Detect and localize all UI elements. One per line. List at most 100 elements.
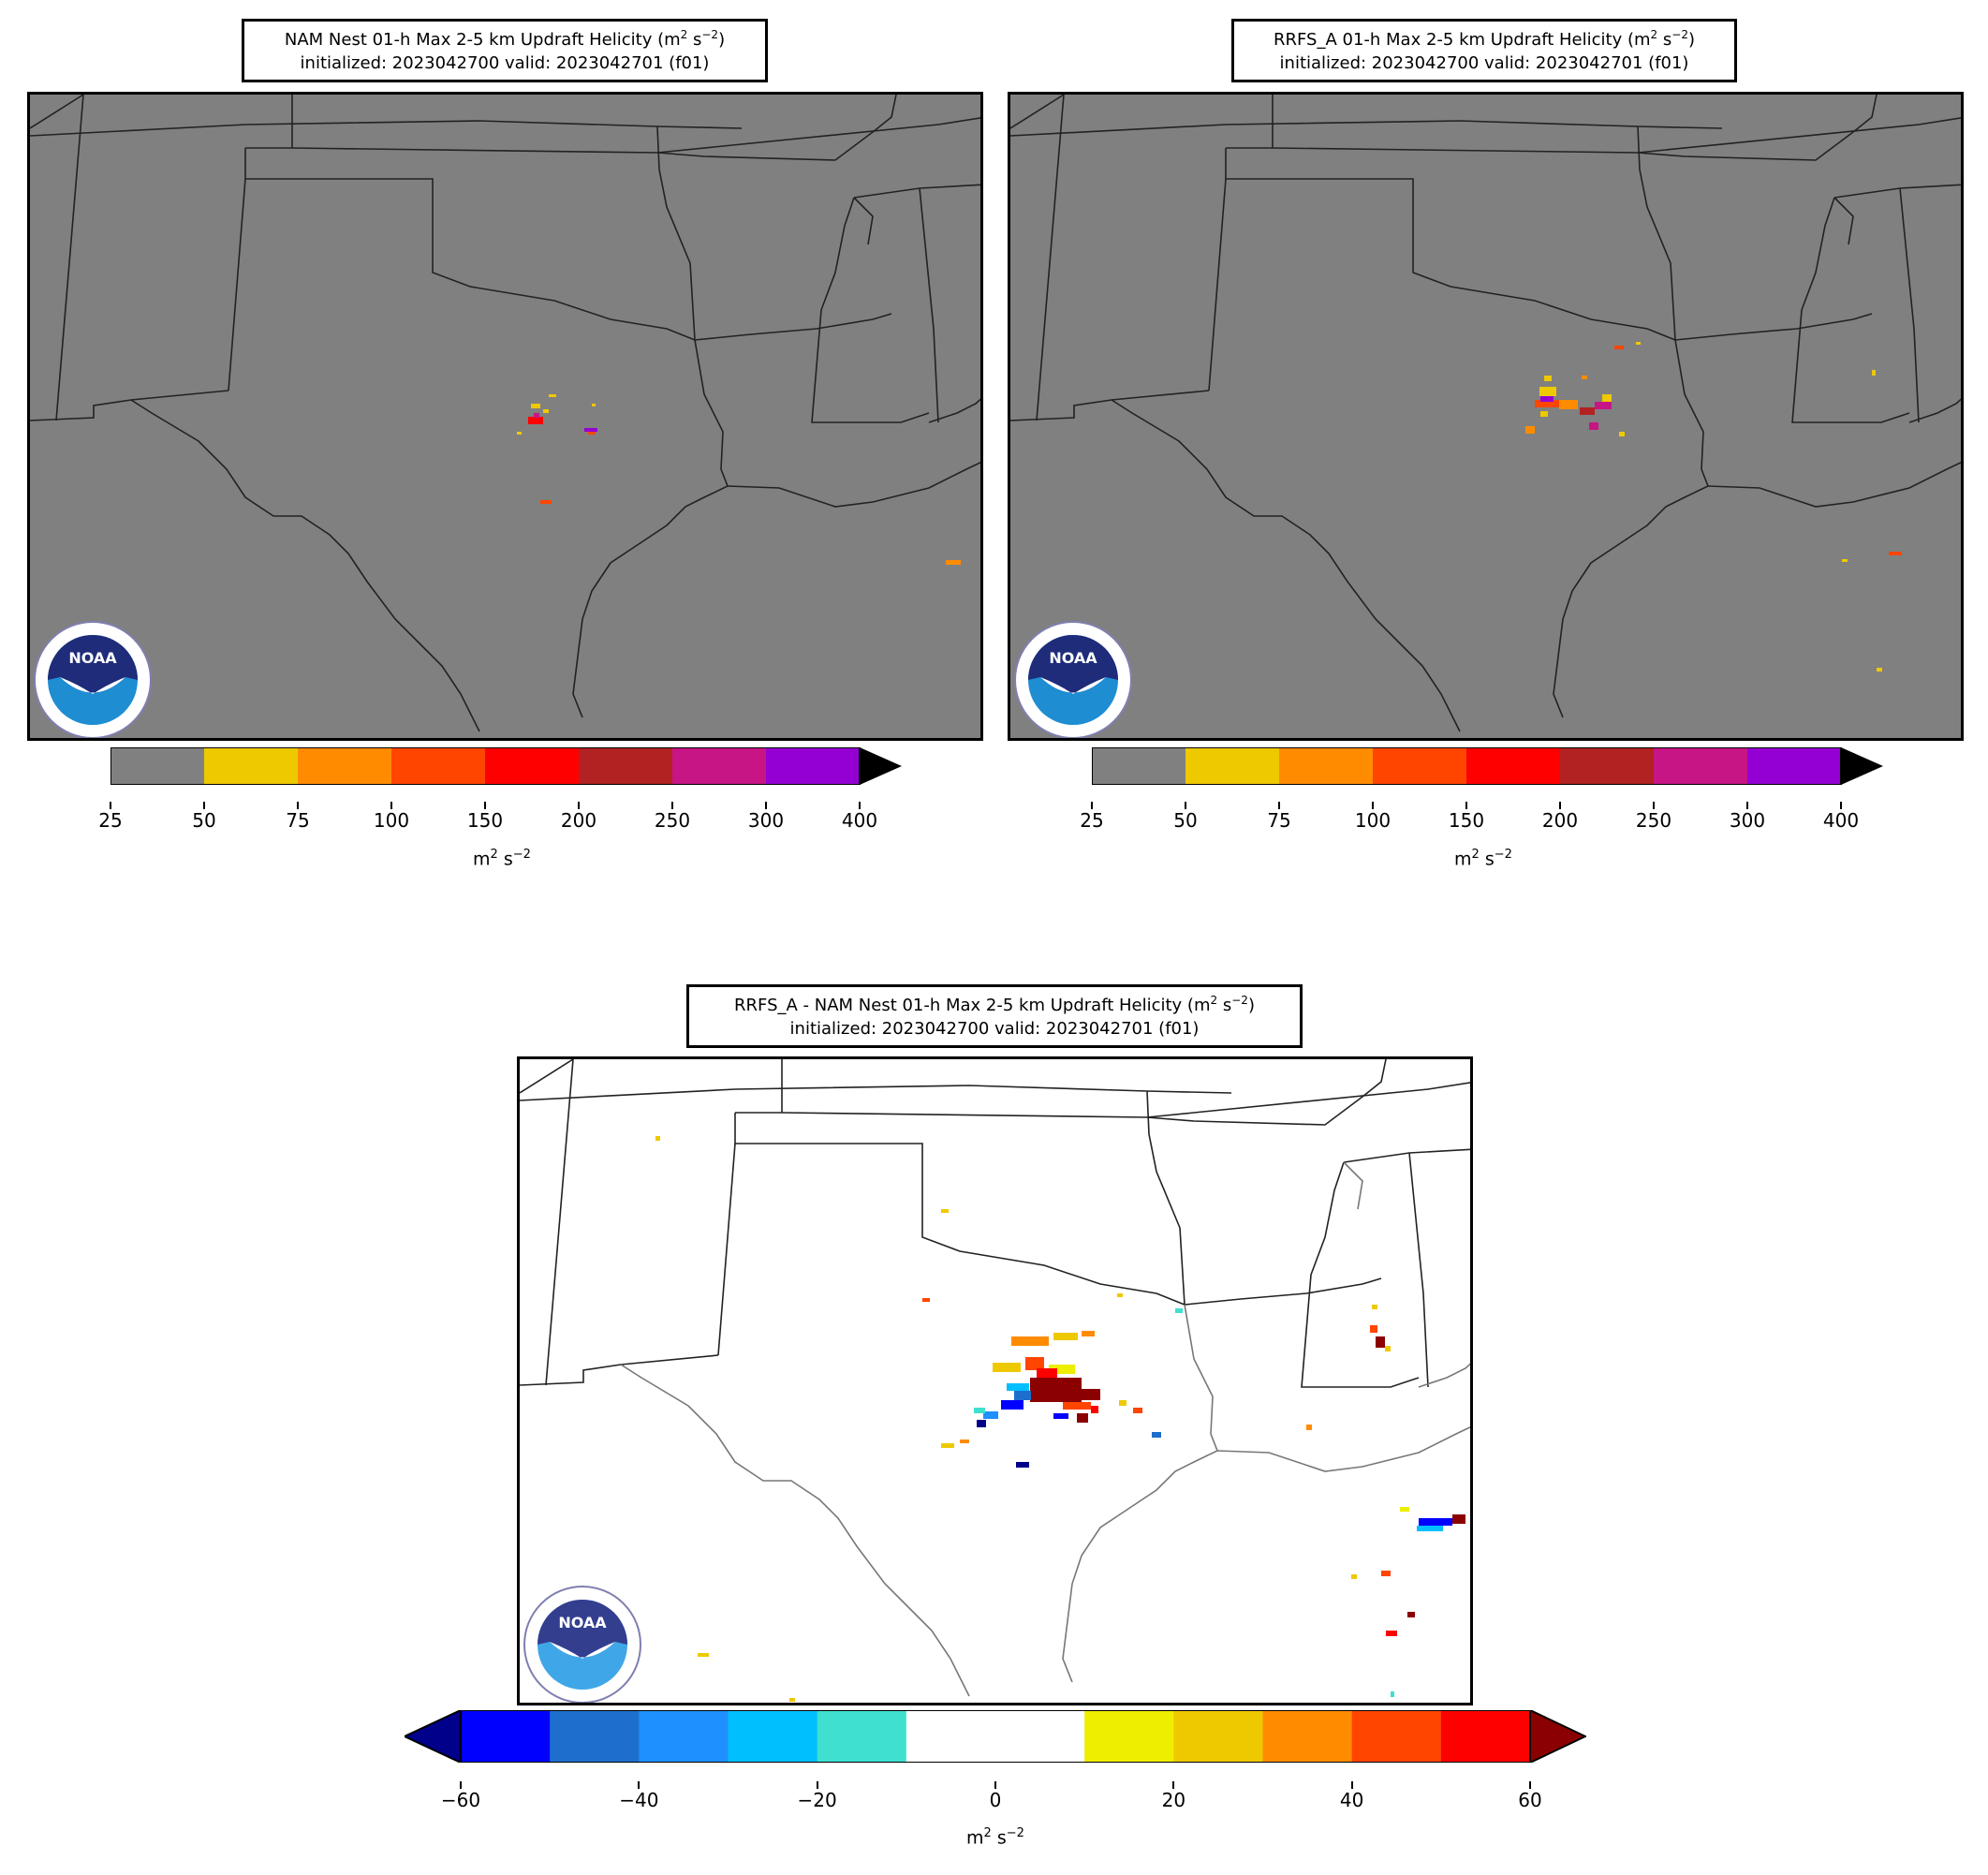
svg-text:NOAA: NOAA [558, 1614, 607, 1631]
diff-colorbar-tick-mark [1350, 1781, 1353, 1789]
diff-colorbar-unit: m2 s−2 [966, 1826, 1024, 1849]
nam-colorbar-tick-label: 300 [747, 809, 785, 832]
nam-colorbar-unit: m2 s−2 [473, 848, 531, 870]
rrfs-colorbar-tick-mark [1653, 802, 1655, 809]
rrfs-storm-cells [1525, 342, 1902, 672]
nam-colorbar-svg [110, 746, 902, 786]
rrfs-colorbar-cell [1654, 747, 1748, 785]
rrfs-map-svg [1010, 95, 1961, 732]
nam-colorbar-cell [579, 747, 673, 785]
rrfs-colorbar-cell [1373, 747, 1467, 785]
rrfs-colorbar-tick-mark [1091, 802, 1093, 809]
nam-colorbar-cell [766, 747, 861, 785]
nam-colorbar-tick-mark [297, 802, 299, 809]
diff-colorbar-cell [1084, 1710, 1174, 1763]
rrfs-colorbar-tick-label: 200 [1541, 809, 1579, 832]
nam-colorbar-tick-label: 250 [654, 809, 691, 832]
nam-colorbar-tick-label: 50 [192, 809, 216, 832]
rrfs-colorbar [1091, 746, 1884, 786]
rrfs-colorbar-tick-mark [1185, 802, 1186, 809]
nam-colorbar-cell [298, 747, 392, 785]
nam-colorbar-tick-label: 200 [560, 809, 597, 832]
diff-colorbar-cell [995, 1710, 1085, 1763]
diff-colorbar-cell [1173, 1710, 1263, 1763]
diff-colorbar-cell [1262, 1710, 1353, 1763]
nam-colorbar-tick-label: 25 [98, 809, 123, 832]
diff-colorbar-cell [461, 1710, 551, 1763]
rrfs-colorbar-tick-label: 100 [1354, 809, 1392, 832]
nam-colorbar-cell [204, 747, 299, 785]
nam-colorbar-tick-label: 150 [466, 809, 504, 832]
rrfs-colorbar-tick-label: 400 [1822, 809, 1860, 832]
rrfs-colorbar-tick-label: 75 [1267, 809, 1291, 832]
rrfs-colorbar-cell [1185, 747, 1280, 785]
diff-colorbar-cell [728, 1710, 818, 1763]
diff-colorbar-extend-low [402, 1708, 462, 1764]
rrfs-map[interactable]: NOAA [1008, 92, 1964, 741]
diff-colorbar-svg [402, 1708, 1588, 1764]
nam-colorbar-tick-mark [765, 802, 767, 809]
nam-map-svg [30, 95, 980, 732]
nam-colorbar-cell [110, 747, 205, 785]
rrfs-colorbar-cell [1092, 747, 1186, 785]
rrfs-colorbar-tick-label: 250 [1635, 809, 1672, 832]
rrfs-colorbar-tick-mark [1840, 802, 1842, 809]
nam-colorbar-extend [860, 747, 902, 785]
diff-colorbar-cell [639, 1710, 729, 1763]
nam-colorbar-cell [672, 747, 767, 785]
rrfs-colorbar-svg [1091, 746, 1883, 786]
rrfs-colorbar-cell [1747, 747, 1842, 785]
diff-colorbar-tick-label: −20 [797, 1789, 837, 1811]
nam-map[interactable]: NOAA [27, 92, 983, 741]
diff-colorbar-cell [1440, 1710, 1531, 1763]
diff-colorbar-extend-high [1529, 1708, 1588, 1764]
rrfs-colorbar-tick-label: 25 [1080, 809, 1104, 832]
rrfs-colorbar-tick-label: 300 [1729, 809, 1766, 832]
nam-colorbar-tick-label: 75 [286, 809, 310, 832]
diff-colorbar-tick-mark [1529, 1781, 1531, 1789]
diff-panel-title: RRFS_A - NAM Nest 01-h Max 2-5 km Updraf… [686, 984, 1303, 1048]
nam-panel-title: NAM Nest 01-h Max 2-5 km Updraft Helicit… [242, 19, 768, 82]
rrfs-colorbar-cell [1466, 747, 1561, 785]
diff-colorbar-cell [817, 1710, 907, 1763]
diff-colorbar-tick-label: 40 [1339, 1789, 1364, 1811]
rrfs-colorbar-tick-label: 150 [1448, 809, 1485, 832]
nam-colorbar-tick-mark [110, 802, 111, 809]
nam-colorbar-cell [391, 747, 486, 785]
nam-colorbar-tick-mark [578, 802, 580, 809]
rrfs-colorbar-extend [1841, 747, 1883, 785]
rrfs-colorbar-tick-mark [1372, 802, 1374, 809]
diff-colorbar-cell [906, 1710, 996, 1763]
diff-storm-cells [655, 1136, 1465, 1702]
diff-colorbar-tick-label: −40 [619, 1789, 659, 1811]
nam-colorbar-tick-mark [484, 802, 486, 809]
rrfs-colorbar-tick-label: 50 [1173, 809, 1198, 832]
diff-colorbar-tick-mark [638, 1781, 641, 1789]
nam-colorbar-tick-label: 100 [373, 809, 410, 832]
rrfs-colorbar-cell [1279, 747, 1374, 785]
rrfs-colorbar-tick-mark [1278, 802, 1280, 809]
svg-text:NOAA: NOAA [1049, 649, 1097, 667]
diff-colorbar-tick-label: 20 [1161, 1789, 1186, 1811]
nam-colorbar-tick-mark [859, 802, 861, 809]
diff-map[interactable]: NOAA [517, 1056, 1473, 1705]
diff-panel-subtitle: initialized: 2023042700 valid: 202304270… [789, 1019, 1200, 1039]
rrfs-colorbar-tick-mark [1465, 802, 1467, 809]
diff-map-svg [520, 1059, 1470, 1702]
nam-panel-subtitle: initialized: 2023042700 valid: 202304270… [300, 53, 710, 73]
noaa-logo: NOAA [522, 1584, 643, 1703]
diff-colorbar-tick-mark [816, 1781, 818, 1789]
rrfs-panel-title: RRFS_A 01-h Max 2-5 km Updraft Helicity … [1231, 19, 1737, 82]
noaa-logo: NOAA [1012, 619, 1134, 738]
diff-colorbar-cell [1351, 1710, 1442, 1763]
diff-colorbar [402, 1708, 1588, 1764]
nam-colorbar [110, 746, 903, 786]
nam-colorbar-cell [485, 747, 580, 785]
rrfs-colorbar-tick-mark [1559, 802, 1561, 809]
diff-colorbar-tick-label: −60 [440, 1789, 481, 1811]
nam-colorbar-tick-mark [390, 802, 392, 809]
diff-colorbar-tick-label: 60 [1518, 1789, 1542, 1811]
nam-colorbar-tick-mark [203, 802, 205, 809]
rrfs-colorbar-cell [1560, 747, 1655, 785]
diff-colorbar-tick-label: 0 [989, 1789, 1002, 1811]
